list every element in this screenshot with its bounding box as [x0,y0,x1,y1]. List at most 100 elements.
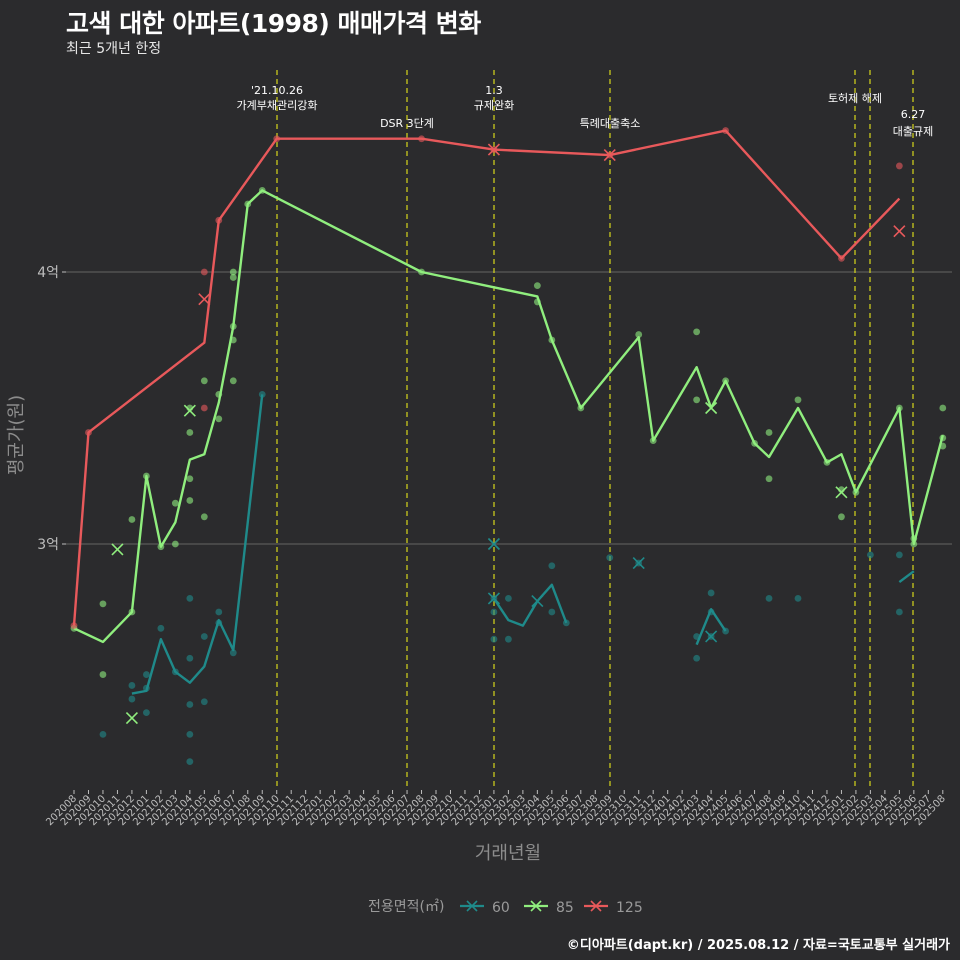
data-point-85 [186,497,194,504]
series-line-60 [898,570,915,584]
data-point-60 [606,554,614,561]
data-point-60 [143,709,150,717]
series-layer [70,127,947,765]
y-axis-title: 평균가(원) [6,395,27,475]
x-marker-stroke [893,225,906,238]
x-marker-stroke [487,592,500,605]
data-point-60 [867,551,874,559]
y-tick-label: 3억 [37,537,59,553]
data-point-60 [548,562,556,570]
data-point-85 [765,475,773,483]
x-marker-60 [487,592,500,605]
data-point-85 [128,516,136,523]
legend-title: 전용면적(㎡) [368,899,444,915]
event-annotation: 1.3 [485,84,503,97]
data-point-60 [229,649,237,657]
data-point-60 [186,701,194,708]
x-marker-stroke [835,486,848,499]
data-point-60 [505,635,512,643]
data-point-85 [765,429,773,436]
chart-title: 고색 대한 아파트(1998) 매매가격 변화 [66,9,481,38]
grid-layer [66,271,952,545]
data-point-125 [895,162,903,170]
x-marker-125 [603,148,616,162]
series-line-85 [73,189,944,644]
data-point-85 [693,328,701,336]
data-point-60 [157,624,165,632]
data-point-60 [215,608,223,616]
data-point-60 [765,595,773,602]
legend-key-x [590,900,602,912]
data-point-85 [229,377,237,385]
chart-subtitle: 최근 5개년 한정 [66,41,162,57]
legend-key-x [466,900,478,912]
x-marker-60 [632,556,645,570]
data-point-85 [838,513,845,521]
data-point-85 [200,513,208,521]
x-marker-stroke [111,543,124,556]
y-tick-label: 4억 [37,265,59,281]
data-point-60 [548,608,556,616]
x-marker-stroke [705,401,718,415]
data-point-60 [490,635,498,643]
data-point-60 [186,731,194,738]
x-marker-stroke [603,148,616,162]
data-point-60 [794,595,802,602]
x-marker-stroke [632,556,645,570]
data-point-60 [693,654,701,662]
series-line-60 [695,608,727,646]
data-point-85 [186,429,194,436]
data-point-85 [939,404,947,412]
data-point-60 [128,682,136,689]
data-point-85 [99,600,107,608]
event-annotation: 규제완화 [474,99,514,112]
x-marker-85 [705,401,718,415]
data-point-60 [895,608,903,616]
data-point-85 [215,415,223,423]
data-point-60 [186,595,194,602]
series-line-125 [72,129,901,626]
data-point-60 [186,654,194,662]
x-marker-60 [531,595,544,608]
series-line-60 [131,394,264,695]
x-axis-title: 거래년월 [475,843,541,864]
data-point-60 [200,633,208,640]
x-marker-stroke [125,712,138,725]
data-point-125 [200,404,208,412]
data-point-85 [635,331,643,338]
x-marker-85 [125,712,138,725]
data-point-85 [533,282,541,289]
x-marker-60 [705,630,718,643]
event-annotation: 대출규제 [893,125,933,138]
data-point-85 [171,499,179,507]
data-point-60 [99,731,107,738]
x-marker-60 [487,537,500,551]
legend-item-60: 60 [460,900,510,916]
data-point-85 [794,396,802,404]
x-marker-stroke [705,630,718,643]
legend-item-85: 85 [524,900,574,916]
source-caption: ©디아파트(dapt.kr) / 2025.08.12 / 자료=국토교통부 실… [566,938,950,953]
x-marker-125 [893,225,906,238]
x-marker-85 [111,543,124,556]
data-point-85 [171,540,179,548]
data-point-85 [229,268,237,276]
legend-key-x [530,900,542,912]
x-marker-125 [198,293,211,306]
data-point-60 [895,551,903,559]
data-point-60 [490,608,498,616]
data-point-85 [99,671,107,678]
legend-label: 85 [556,900,574,916]
x-marker-125 [487,143,500,156]
event-annotation: 가계부채관리강화 [237,99,318,112]
series-line-60 [492,583,568,627]
legend: 전용면적(㎡) 60 85 125 [368,899,643,916]
data-point-60 [505,595,512,602]
event-annotation: 6.27 [901,108,926,121]
data-point-85 [186,475,194,483]
data-point-60 [200,698,208,706]
event-annotation: 특례대출축소 [580,117,641,130]
data-point-60 [143,671,150,678]
